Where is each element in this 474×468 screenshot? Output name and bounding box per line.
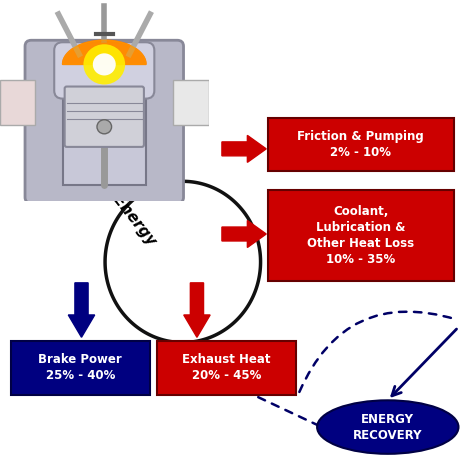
Text: Coolant,
Lubrication &
Other Heat Loss
10% - 35%: Coolant, Lubrication & Other Heat Loss 1…	[307, 205, 414, 266]
FancyBboxPatch shape	[157, 341, 296, 395]
Text: Brake Power
25% - 40%: Brake Power 25% - 40%	[38, 353, 122, 382]
Polygon shape	[184, 283, 210, 337]
Circle shape	[93, 53, 116, 75]
Bar	[0, 80, 36, 125]
Circle shape	[83, 44, 125, 85]
Text: ENERGY
RECOVERY: ENERGY RECOVERY	[353, 413, 422, 442]
Polygon shape	[105, 181, 261, 343]
Text: Fuel Energy: Fuel Energy	[85, 160, 158, 248]
FancyBboxPatch shape	[64, 87, 144, 147]
FancyBboxPatch shape	[11, 341, 150, 395]
FancyBboxPatch shape	[54, 42, 155, 99]
Ellipse shape	[317, 400, 458, 454]
Polygon shape	[68, 283, 95, 337]
FancyBboxPatch shape	[268, 117, 454, 171]
Bar	[173, 80, 209, 125]
Polygon shape	[222, 220, 266, 248]
FancyBboxPatch shape	[268, 190, 454, 280]
Polygon shape	[222, 135, 266, 162]
Bar	[63, 60, 146, 185]
Circle shape	[97, 120, 111, 134]
FancyBboxPatch shape	[25, 40, 183, 203]
Polygon shape	[63, 40, 146, 65]
Polygon shape	[63, 40, 146, 65]
Text: Exhaust Heat
20% - 45%: Exhaust Heat 20% - 45%	[182, 353, 271, 382]
Text: Friction & Pumping
2% - 10%: Friction & Pumping 2% - 10%	[297, 130, 424, 159]
